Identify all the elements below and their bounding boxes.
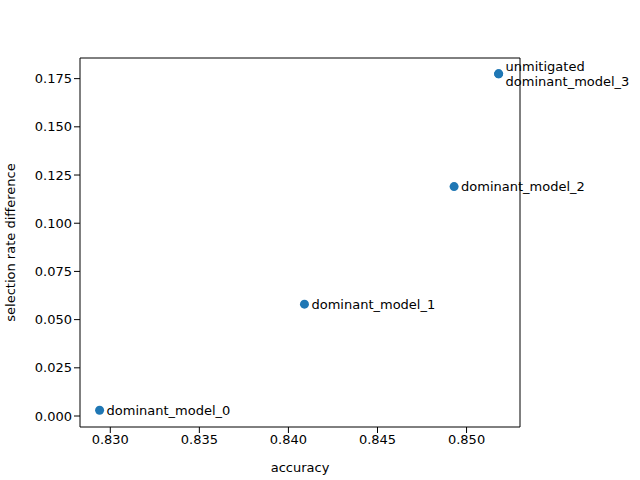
svg-text:unmitigated: unmitigated bbox=[506, 59, 585, 74]
svg-text:0.175: 0.175 bbox=[35, 71, 72, 86]
svg-text:0.025: 0.025 bbox=[35, 360, 72, 375]
svg-text:0.075: 0.075 bbox=[35, 264, 72, 279]
svg-text:0.840: 0.840 bbox=[270, 432, 307, 447]
svg-text:accuracy: accuracy bbox=[271, 460, 330, 475]
svg-text:0.000: 0.000 bbox=[35, 409, 72, 424]
svg-text:0.830: 0.830 bbox=[92, 432, 129, 447]
svg-text:0.835: 0.835 bbox=[181, 432, 218, 447]
svg-text:dominant_model_0: dominant_model_0 bbox=[107, 403, 231, 418]
svg-text:0.100: 0.100 bbox=[35, 216, 72, 231]
svg-text:dominant_model_1: dominant_model_1 bbox=[311, 297, 435, 312]
svg-text:0.150: 0.150 bbox=[35, 119, 72, 134]
svg-text:dominant_model_3: dominant_model_3 bbox=[506, 74, 630, 89]
svg-text:selection rate difference: selection rate difference bbox=[8, 163, 18, 321]
svg-text:0.125: 0.125 bbox=[35, 168, 72, 183]
svg-text:0.850: 0.850 bbox=[448, 432, 485, 447]
svg-text:0.845: 0.845 bbox=[359, 432, 396, 447]
svg-text:dominant_model_2: dominant_model_2 bbox=[461, 179, 585, 194]
svg-text:0.050: 0.050 bbox=[35, 312, 72, 327]
